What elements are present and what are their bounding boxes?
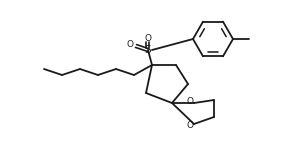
- Text: O: O: [127, 40, 133, 49]
- Text: O: O: [186, 96, 194, 106]
- Text: S: S: [145, 45, 151, 55]
- Text: O: O: [144, 34, 152, 42]
- Text: O: O: [186, 122, 194, 131]
